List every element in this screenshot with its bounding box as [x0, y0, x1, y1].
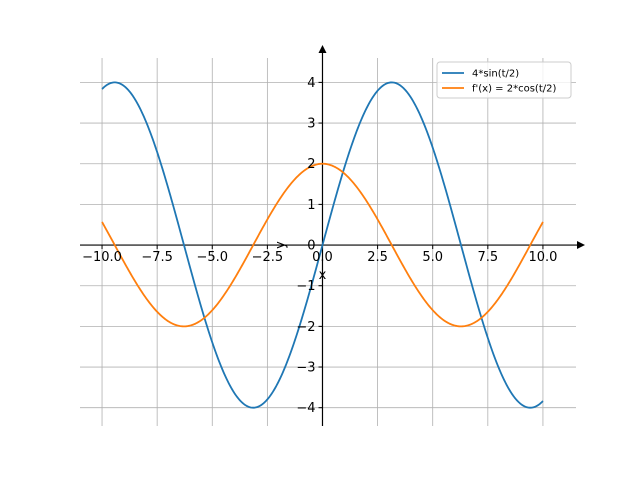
y-axis-arrow-icon — [318, 45, 327, 53]
x-tick-label: 7.5 — [477, 250, 498, 265]
series-line-0 — [101, 81, 544, 409]
y-tick-label: −3 — [296, 361, 315, 376]
x-tick-label: 5.0 — [422, 250, 443, 265]
series — [101, 81, 544, 409]
legend-box — [436, 61, 572, 99]
y-tick-label: 1 — [307, 198, 315, 213]
x-tick-label: 0.0 — [312, 250, 333, 265]
legend: 4*sin(t/2) f'(x) = 2*cos(t/2) — [436, 61, 572, 99]
y-tick-label: −4 — [296, 401, 315, 416]
series-line-1 — [101, 162, 544, 328]
x-tick-label: 2.5 — [367, 250, 388, 265]
y-axis-label: y — [273, 241, 288, 249]
y-tick-label: 4 — [307, 76, 315, 91]
legend-label-cosine: f'(x) = 2*cos(t/2) — [472, 84, 556, 95]
x-tick-label: −7.5 — [141, 250, 173, 265]
x-tick-label: −5.0 — [196, 250, 228, 265]
x-tick-label: −10.0 — [82, 250, 122, 265]
y-tick-label: −2 — [296, 320, 315, 335]
y-tick-label: 3 — [307, 117, 315, 132]
y-tick-label: −1 — [296, 279, 315, 294]
x-axis-label: x — [319, 268, 327, 283]
x-axis-arrow-icon — [577, 241, 585, 250]
y-tick-label: 2 — [307, 157, 315, 172]
x-tick-label: 10.0 — [528, 250, 557, 265]
legend-label-sine: 4*sin(t/2) — [472, 69, 519, 80]
grid — [80, 58, 576, 426]
axes — [80, 45, 585, 426]
x-tick-label: −2.5 — [252, 250, 284, 265]
tick-labels: −10.0 −7.5 −5.0 −2.5 0.0 2.5 5.0 7.5 10.0 −4 −3 −2 −… — [82, 76, 557, 416]
y-tick-label: 0 — [307, 239, 315, 254]
